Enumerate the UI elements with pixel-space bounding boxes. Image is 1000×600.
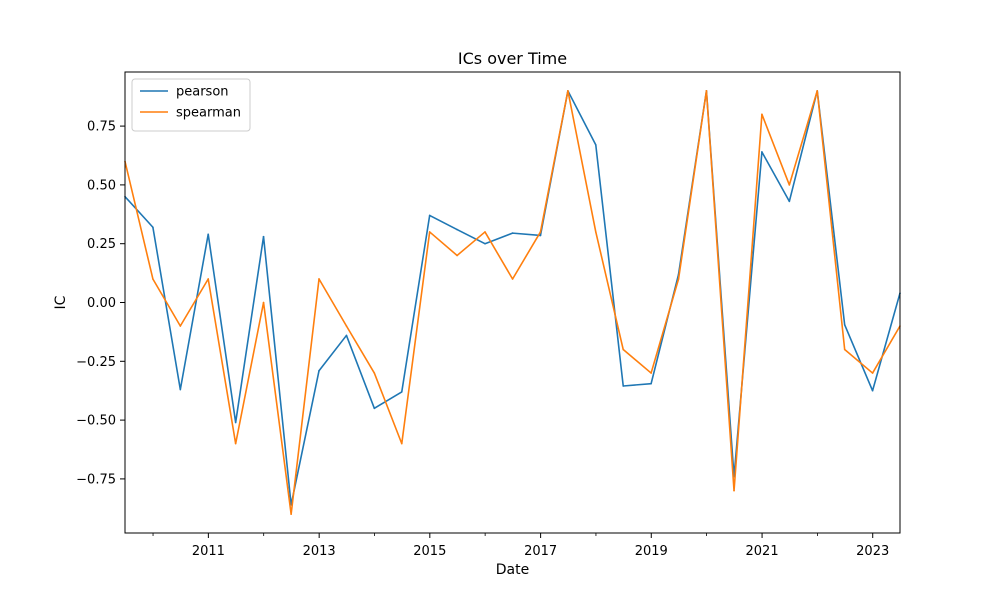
legend: pearson spearman (131, 78, 251, 132)
y-tick-label: 0.50 (87, 178, 116, 193)
data-point-spearman (650, 372, 652, 374)
data-point-spearman (677, 278, 680, 280)
data-point-pearson (234, 421, 237, 424)
data-point-pearson (318, 369, 320, 372)
y-axis-ticks: −0.75 −0.50 −0.25 0.00 0.25 0.50 0.75 (76, 120, 125, 487)
data-point-pearson (650, 382, 652, 385)
y-tick-label: −0.50 (76, 414, 116, 429)
data-point-pearson (456, 228, 458, 231)
data-point-spearman (511, 278, 514, 280)
x-tick-label: 2011 (192, 544, 225, 559)
data-point-pearson (622, 385, 625, 387)
data-point-spearman (207, 278, 210, 280)
legend-box (131, 78, 251, 132)
y-axis-label: IC (53, 295, 69, 309)
data-point-pearson (373, 407, 376, 410)
x-tick-label: 2023 (856, 544, 889, 559)
data-point-spearman (234, 442, 237, 445)
y-tick-label: 0.00 (87, 296, 116, 311)
data-point-pearson (843, 324, 846, 326)
data-point-spearman (318, 278, 320, 280)
series-layer (124, 90, 901, 515)
x-axis-label: Date (496, 562, 529, 578)
legend-label-spearman: spearman (176, 106, 241, 121)
data-point-spearman (400, 442, 403, 445)
chart-title: ICs over Time (458, 49, 567, 68)
data-point-spearman (871, 372, 874, 374)
data-point-spearman (843, 348, 846, 351)
y-tick-label: −0.25 (76, 355, 116, 370)
data-point-spearman (761, 113, 763, 116)
data-point-spearman (622, 348, 625, 351)
data-point-spearman (567, 90, 569, 92)
y-tick-label: −0.75 (76, 472, 116, 487)
data-point-pearson (484, 242, 486, 245)
data-point-pearson (179, 388, 182, 391)
data-point-pearson (345, 334, 348, 337)
data-point-pearson (788, 200, 791, 203)
data-point-pearson (539, 234, 542, 237)
data-point-spearman (816, 90, 819, 92)
data-point-spearman (733, 489, 735, 492)
x-tick-label: 2015 (413, 544, 446, 559)
data-point-pearson (594, 144, 597, 146)
x-tick-label: 2017 (524, 544, 557, 559)
data-point-spearman (290, 513, 292, 515)
x-axis-ticks: 2011 2013 2015 2017 2019 2021 2023 (152, 533, 889, 559)
x-tick-label: 2013 (303, 544, 336, 559)
data-point-spearman (373, 372, 376, 374)
legend-label-pearson: pearson (176, 85, 229, 100)
data-point-pearson (761, 151, 763, 153)
data-point-spearman (428, 231, 431, 233)
data-point-spearman (705, 90, 708, 92)
data-point-pearson (262, 235, 265, 238)
plot-area (125, 72, 900, 533)
data-point-spearman (345, 325, 348, 327)
data-point-spearman (484, 231, 486, 233)
data-point-spearman (179, 325, 182, 327)
data-point-pearson (428, 214, 431, 217)
data-point-spearman (152, 278, 154, 280)
y-tick-label: 0.25 (87, 237, 116, 252)
x-tick-label: 2019 (635, 544, 668, 559)
data-point-pearson (871, 389, 874, 392)
data-point-spearman (788, 184, 791, 186)
data-point-spearman (456, 254, 458, 257)
y-tick-label: 0.75 (87, 120, 116, 135)
x-tick-label: 2021 (746, 544, 779, 559)
plot-frame (124, 71, 901, 534)
data-point-spearman (539, 231, 542, 233)
data-point-pearson (207, 233, 210, 236)
data-point-spearman (594, 231, 597, 233)
data-point-spearman (262, 301, 265, 304)
data-point-pearson (152, 226, 154, 229)
data-point-pearson (400, 391, 403, 393)
data-point-pearson (511, 232, 514, 234)
